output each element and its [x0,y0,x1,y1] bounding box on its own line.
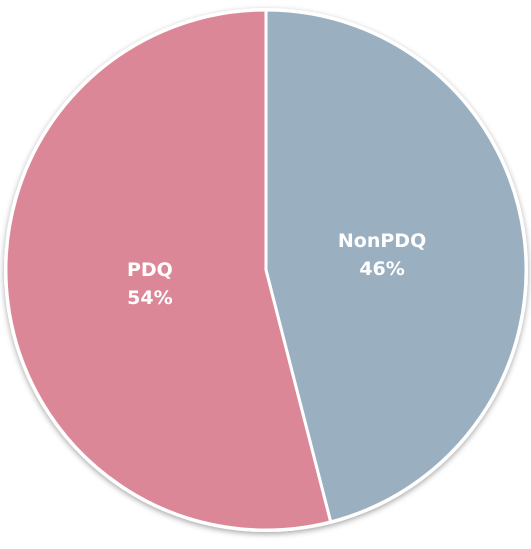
slice-value-label: 46% [359,258,404,280]
slice-label: NonPDQ [338,230,426,252]
slice-label: PDQ [127,259,173,281]
pie-slice [4,8,333,532]
slice-value-label: 54% [127,287,172,309]
pie-slice [264,8,528,524]
